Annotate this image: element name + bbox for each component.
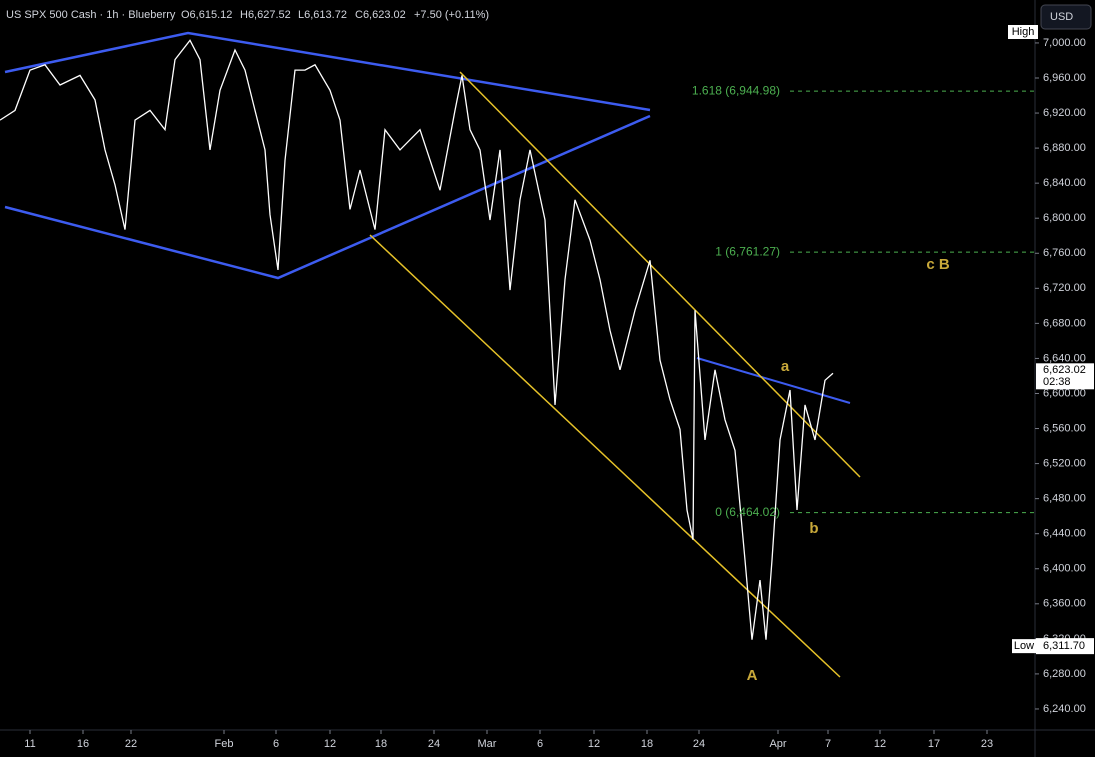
x-tick-label: 24 <box>428 738 440 750</box>
x-tick-label: 6 <box>273 738 279 750</box>
y-tick-label: 6,880.00 <box>1043 142 1086 154</box>
y-tick-label: 6,680.00 <box>1043 317 1086 329</box>
channel-upper <box>459 71 861 478</box>
y-tick-label: 6,720.00 <box>1043 282 1086 294</box>
x-tick-label: 7 <box>825 738 831 750</box>
last-price-tag <box>1036 363 1094 390</box>
low-label: Low <box>1014 640 1034 652</box>
plot <box>0 39 1035 640</box>
countdown: 02:38 <box>1043 376 1071 388</box>
x-tick-label: Feb <box>215 738 234 750</box>
x-tick-label: 18 <box>375 738 387 750</box>
y-tick-label: 6,240.00 <box>1043 703 1086 715</box>
high-tag <box>1008 25 1038 39</box>
low-value: 6,311.70 <box>1043 640 1085 652</box>
ohlc-open: O6,615.12 <box>181 9 232 21</box>
x-tick-label: 6 <box>537 738 543 750</box>
wave-label: b <box>809 520 818 537</box>
wave-label: A <box>747 667 758 684</box>
currency-button[interactable] <box>1040 4 1092 30</box>
y-tick-label: 6,520.00 <box>1043 457 1086 469</box>
wave-label: c B <box>926 256 950 273</box>
chart-title: US SPX 500 Cash · 1h · Blueberry <box>6 9 176 21</box>
low-value-tag <box>1036 638 1094 655</box>
fib-label: 0 (6,464.02) <box>715 505 780 519</box>
y-tick-label: 6,840.00 <box>1043 177 1086 189</box>
last-price: 6,623.02 <box>1043 364 1086 376</box>
ohlc-close: C6,623.02 <box>355 9 406 21</box>
y-tick-label: 6,640.00 <box>1043 352 1086 364</box>
high-label: High <box>1012 26 1035 38</box>
y-tick-label: 6,800.00 <box>1043 212 1086 224</box>
x-tick-label: 11 <box>24 738 35 750</box>
x-tick-label: 12 <box>874 738 886 750</box>
x-tick-label: 17 <box>928 738 940 750</box>
x-tick-label: 23 <box>981 738 993 750</box>
low-tag <box>1012 639 1036 654</box>
neckline <box>696 357 851 404</box>
currency[interactable]: USD <box>1050 11 1073 23</box>
wave-label: a <box>781 358 790 375</box>
y-tick-label: 7,000.00 <box>1043 37 1086 49</box>
y-tick-label: 6,600.00 <box>1043 387 1086 399</box>
x-tick-label: Mar <box>478 738 497 750</box>
y-tick-label: 6,760.00 <box>1043 247 1086 259</box>
x-tick-label: 22 <box>125 738 137 750</box>
y-tick-label: 6,560.00 <box>1043 422 1086 434</box>
x-tick-label: 18 <box>641 738 653 750</box>
y-tick-label: 6,440.00 <box>1043 528 1086 540</box>
ohlc-low: L6,613.72 <box>298 9 347 21</box>
x-tick-label: 16 <box>77 738 89 750</box>
channel-lower <box>369 234 841 678</box>
y-tick-label: 6,960.00 <box>1043 72 1086 84</box>
fib-label: 1.618 (6,944.98) <box>692 83 780 97</box>
fib-label: 1 (6,761.27) <box>715 244 780 258</box>
x-tick-label: 12 <box>588 738 600 750</box>
price-line <box>0 39 834 640</box>
ohlc-high: H6,627.52 <box>240 9 291 21</box>
y-tick-label: 6,400.00 <box>1043 563 1086 575</box>
change: +7.50 (+0.11%) <box>414 9 489 21</box>
triangle-upper <box>4 31 651 112</box>
y-tick-label: 6,920.00 <box>1043 107 1086 119</box>
y-tick-label: 6,480.00 <box>1043 493 1086 505</box>
x-tick-label: 12 <box>324 738 336 750</box>
y-tick-label: 6,360.00 <box>1043 598 1086 610</box>
y-tick-label: 6,280.00 <box>1043 668 1086 680</box>
x-tick-label: Apr <box>769 738 786 750</box>
x-tick-label: 24 <box>693 738 705 750</box>
